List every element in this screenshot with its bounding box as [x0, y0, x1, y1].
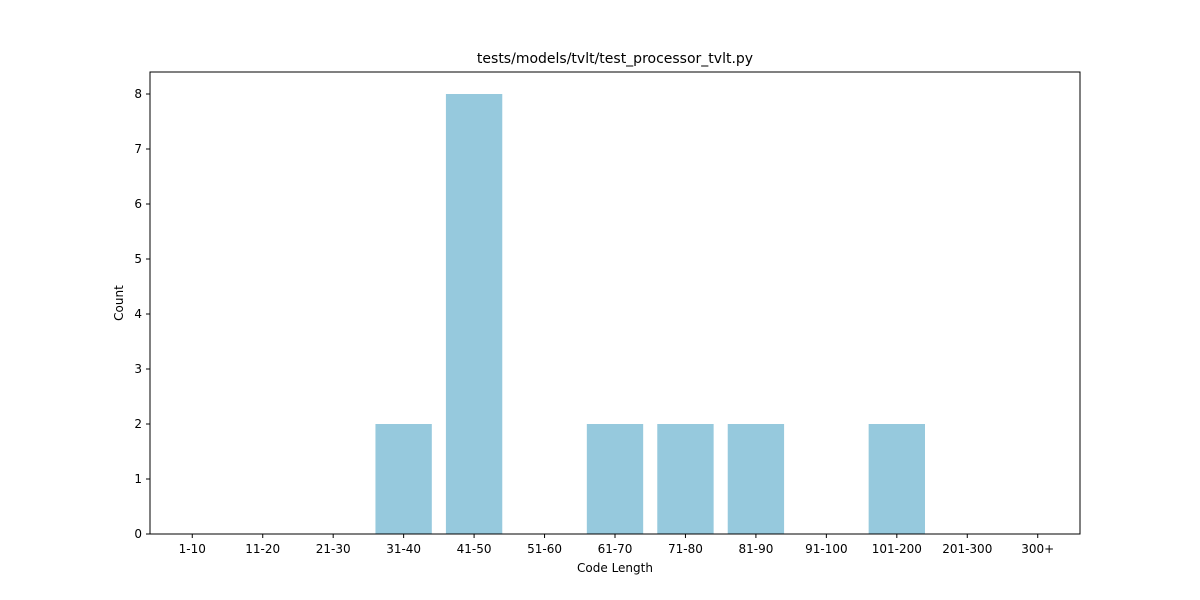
x-tick-label: 81-90: [738, 542, 773, 556]
y-tick-label: 5: [134, 252, 142, 266]
y-tick-label: 0: [134, 527, 142, 541]
x-tick-label: 51-60: [527, 542, 562, 556]
y-tick-label: 4: [134, 307, 142, 321]
x-tick-label: 101-200: [872, 542, 922, 556]
x-tick-label: 300+: [1021, 542, 1054, 556]
y-tick-label: 3: [134, 362, 142, 376]
x-tick-label: 1-10: [179, 542, 206, 556]
x-tick-label: 71-80: [668, 542, 703, 556]
y-tick-label: 1: [134, 472, 142, 486]
bar-41-50: [445, 94, 503, 534]
x-axis-ticks: 1-10 11-20 21-30 31-40 41-50 51-60 61-70 71-80 8…: [179, 534, 1054, 556]
bars-group: [375, 94, 925, 534]
x-tick-label: 31-40: [386, 542, 421, 556]
chart-title: tests/models/tvlt/test_processor_tvlt.py: [477, 51, 753, 67]
y-axis-label: Count: [112, 285, 126, 321]
x-tick-label: 201-300: [942, 542, 992, 556]
y-axis-ticks: 0 1 2 3 4 5 6 7 8: [134, 87, 150, 541]
bar-31-40: [375, 424, 432, 534]
x-tick-label: 91-100: [805, 542, 848, 556]
y-tick-label: 6: [134, 197, 142, 211]
bar-71-80: [657, 424, 714, 534]
bar-61-70: [586, 424, 644, 534]
plot-frame: [149, 71, 1081, 535]
bar-101-200: [868, 424, 925, 534]
x-tick-label: 61-70: [598, 542, 633, 556]
x-axis-label: Code Length: [577, 561, 653, 575]
y-tick-label: 8: [134, 87, 142, 101]
y-tick-label: 2: [134, 417, 142, 431]
x-tick-label: 21-30: [316, 542, 351, 556]
bar-81-90: [727, 424, 785, 534]
y-tick-label: 7: [134, 142, 142, 156]
x-tick-label: 41-50: [457, 542, 492, 556]
x-tick-label: 11-20: [245, 542, 280, 556]
